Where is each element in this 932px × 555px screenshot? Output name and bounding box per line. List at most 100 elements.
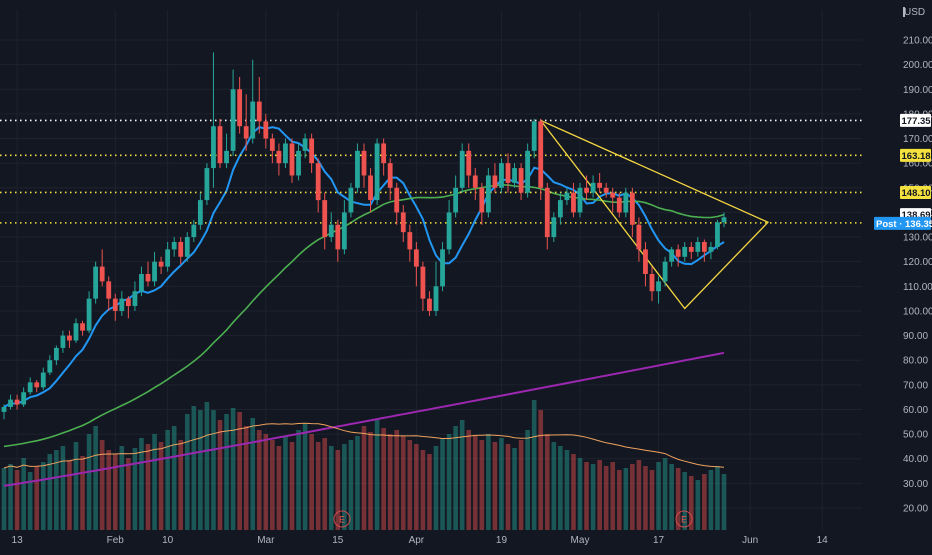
earnings-marker[interactable]	[333, 510, 351, 528]
volume-bar	[630, 464, 635, 530]
y-tick-label: 40.00	[903, 454, 928, 465]
volume-bar	[8, 464, 13, 530]
candle-body	[610, 192, 616, 198]
candle-body	[211, 126, 216, 169]
candle-body	[688, 246, 694, 252]
volume-bar	[355, 436, 360, 530]
candle-body	[636, 224, 642, 250]
y-tick-label: 170.00	[903, 134, 932, 145]
volume-bar	[217, 420, 223, 530]
candle-body	[237, 89, 243, 127]
candle-body	[132, 291, 138, 307]
candle-body	[453, 187, 459, 213]
post-market-label: Post · 136.35	[876, 219, 932, 230]
y-tick-label: 200.00	[903, 60, 932, 71]
candle-body	[184, 237, 190, 257]
volume-bar	[342, 444, 347, 530]
candle-body	[669, 249, 675, 262]
volume-bar	[597, 460, 602, 530]
volume-bar	[538, 410, 544, 530]
candle-body	[158, 261, 164, 267]
volume-bar	[433, 446, 439, 530]
candle-body	[479, 187, 485, 213]
volume-bar	[112, 454, 118, 530]
price-axis[interactable]: 20.00 30.00 40.00 50.00 60.00 70.00 80.00 90.00…	[903, 36, 932, 515]
y-tick-label: 110.00	[903, 282, 932, 293]
time-axis[interactable]: 13 Feb 10 Mar 15 Apr 19 May 17 Jun 14	[12, 535, 829, 546]
candle-body	[394, 187, 400, 213]
volume-bar	[387, 434, 393, 530]
volume-bar	[525, 430, 530, 530]
volume-bar	[590, 464, 596, 530]
triangle-drawing[interactable]	[540, 119, 770, 310]
volume-bar	[348, 440, 354, 530]
x-tick-label: Mar	[257, 535, 275, 546]
x-tick-label: 10	[162, 535, 174, 546]
x-tick-label: 14	[817, 535, 829, 546]
volume-bar	[309, 434, 314, 530]
candle-body	[217, 126, 223, 164]
currency-label[interactable]: USD	[904, 7, 925, 18]
candle-body	[224, 150, 229, 164]
candle-body	[60, 335, 66, 348]
candle-body	[250, 101, 256, 139]
mid-ma-line	[3, 183, 725, 448]
volume-bar	[636, 460, 642, 530]
candle-body	[119, 298, 125, 311]
candle-body	[590, 182, 596, 193]
volume-bar	[544, 434, 550, 530]
candle-body	[472, 175, 478, 188]
volume-bar	[171, 426, 177, 530]
candle-body	[67, 335, 72, 341]
volume-bar	[145, 444, 151, 530]
candle-body	[512, 168, 517, 183]
candle-body	[557, 200, 563, 218]
volume-bar	[34, 466, 40, 530]
volume-bar	[623, 468, 629, 530]
volume-bar	[47, 454, 53, 530]
earnings-marker[interactable]	[675, 510, 693, 528]
candle-body	[152, 261, 157, 282]
volume-bar	[99, 440, 105, 530]
candle-body	[191, 224, 197, 238]
candle-body	[387, 163, 393, 188]
candle-body	[165, 249, 171, 267]
volume-bar	[407, 440, 413, 530]
volume-bar	[191, 406, 197, 530]
candle-body	[112, 298, 118, 311]
horizontal-levels[interactable]	[0, 119, 862, 224]
candle-body	[656, 281, 661, 292]
volume-bar	[27, 472, 33, 530]
currency-indicator[interactable]: USD	[903, 7, 925, 18]
currency-menu-icon[interactable]	[903, 7, 905, 17]
candle-body	[577, 187, 583, 213]
volume-bar	[558, 446, 563, 530]
volume-bar	[400, 436, 406, 530]
candle-body	[525, 150, 531, 193]
volume-bar	[512, 448, 517, 530]
volume-bar	[283, 436, 288, 530]
volume-bar	[675, 468, 681, 530]
level-tag	[900, 148, 931, 162]
volume-bar	[211, 410, 216, 530]
volume-bar	[427, 454, 432, 530]
candle-body	[269, 138, 275, 151]
candle-body	[328, 224, 334, 238]
volume-bar	[184, 414, 190, 530]
candle-body	[256, 101, 262, 122]
candle-body	[47, 360, 53, 373]
candle-body	[420, 266, 426, 299]
candle-body	[623, 192, 629, 213]
volume-bar	[486, 434, 491, 530]
candle-body	[551, 217, 557, 238]
candle-body	[643, 249, 648, 274]
volume-bar	[571, 454, 576, 530]
candle-body	[361, 150, 367, 176]
triangle-shape[interactable]	[540, 119, 770, 310]
candle-body	[413, 249, 419, 267]
volume-bar	[322, 438, 328, 530]
volume-bar	[204, 402, 210, 530]
